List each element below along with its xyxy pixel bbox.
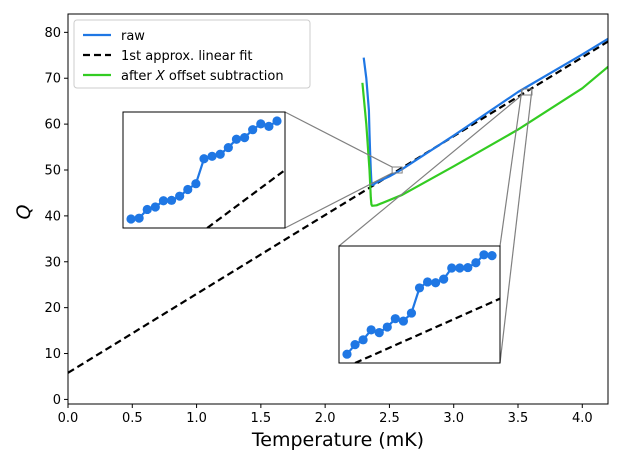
x-tick-label: 3.5 <box>508 411 529 426</box>
inset-data-point <box>471 258 481 268</box>
x-tick-label: 2.5 <box>379 411 400 426</box>
inset-data-point <box>342 349 352 359</box>
legend-label-raw: raw <box>121 29 145 44</box>
y-tick-label: 70 <box>44 72 61 87</box>
inset-data-point <box>142 204 152 215</box>
x-tick-label: 2.0 <box>315 411 336 426</box>
inset-data-point <box>264 121 274 131</box>
lower-inset <box>338 245 501 364</box>
inset-data-point <box>406 308 417 318</box>
inset-data-point <box>207 151 217 161</box>
x-tick-label: 1.0 <box>186 411 207 426</box>
y-tick-label: 50 <box>44 164 61 179</box>
inset-data-point <box>350 340 360 350</box>
zoom-connector-line <box>284 172 393 229</box>
inset-data-point <box>374 328 384 338</box>
upper-inset <box>122 111 286 229</box>
inset-data-point <box>231 134 242 144</box>
inset-data-point <box>256 119 266 129</box>
inset-data-point <box>479 250 489 260</box>
x-tick-label: 1.5 <box>251 411 272 426</box>
inset-data-point <box>390 314 400 324</box>
inset-data-point <box>463 262 473 273</box>
x-tick-label: 0.0 <box>58 411 79 426</box>
legend-label-offset-suffix: offset subtraction <box>165 69 284 84</box>
inset-fit-line <box>206 169 285 228</box>
inset-data-point <box>272 116 282 126</box>
inset-data-point <box>455 263 465 273</box>
inset-data-point <box>358 335 368 345</box>
inset-data-point <box>223 142 233 153</box>
zoom-connector-line <box>338 94 523 247</box>
inset-frame <box>122 111 286 229</box>
series-offset-subtraction-line <box>361 65 608 207</box>
inset-data-point <box>366 325 376 335</box>
inset-data-point <box>126 214 136 224</box>
inset-data-point <box>215 149 225 159</box>
series-raw-line <box>362 37 608 187</box>
inset-frame <box>338 245 501 364</box>
inset-data-point <box>382 322 392 332</box>
y-tick-label: 80 <box>44 26 61 41</box>
inset-data-point <box>487 250 497 261</box>
x-tick-label: 0.5 <box>122 411 143 426</box>
y-tick-label: 60 <box>44 118 61 133</box>
inset-data-point <box>398 316 408 326</box>
inset-data-point <box>191 179 201 189</box>
zoom-connector-line <box>499 88 533 364</box>
x-tick-label: 4.0 <box>572 411 593 426</box>
inset-data-point <box>158 196 169 206</box>
y-tick-label: 20 <box>44 301 61 316</box>
legend-box <box>73 19 311 89</box>
zoom-connector-line <box>284 111 393 168</box>
inset-data-point <box>183 184 193 195</box>
inset-data-point <box>414 283 425 293</box>
x-axis-label: Temperature (mK) <box>251 429 424 451</box>
y-tick-label: 10 <box>44 347 61 362</box>
legend-label-offset-prefix: after <box>121 69 156 84</box>
legend-label-offset-italic: X <box>155 69 166 84</box>
inset-data-point <box>199 154 209 164</box>
inset-data-point <box>150 202 160 212</box>
series-linear-fit-line <box>68 40 608 374</box>
y-tick-label: 30 <box>44 255 61 270</box>
inset-data-point <box>447 263 457 273</box>
legend: raw 1st approx. linear fit after X offse… <box>73 19 311 89</box>
inset-data-point <box>422 277 433 287</box>
legend-label-offset-subtraction: after X offset subtraction <box>121 69 284 84</box>
legend-label-linear-fit: 1st approx. linear fit <box>121 49 253 64</box>
plot-frame <box>67 13 609 405</box>
inset-data-point <box>431 278 441 288</box>
inset-fit-line <box>354 297 500 363</box>
inset-data-point <box>239 133 250 143</box>
zoom-connector-line <box>499 88 523 247</box>
inset-data-point <box>166 195 177 205</box>
x-tick-label: 3.0 <box>443 411 464 426</box>
inset-data-point <box>134 213 144 223</box>
inset-data-point <box>248 125 258 135</box>
y-tick-label: 40 <box>44 209 61 224</box>
zoom-indicator-box <box>391 166 403 174</box>
y-axis-label: Q <box>13 204 35 219</box>
inset-data-point <box>439 274 449 284</box>
y-tick-label: 0 <box>53 393 61 408</box>
inset-data-point <box>175 191 185 201</box>
